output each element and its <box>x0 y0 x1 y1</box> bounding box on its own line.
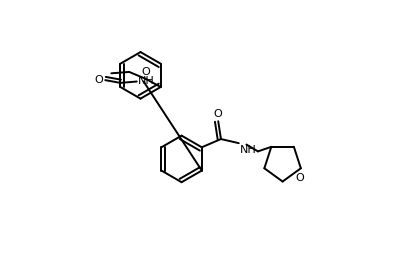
Text: O: O <box>94 75 103 85</box>
Text: NH: NH <box>138 76 155 86</box>
Text: O: O <box>214 109 222 119</box>
Text: O: O <box>141 67 150 78</box>
Text: NH: NH <box>240 145 256 155</box>
Text: O: O <box>295 173 304 183</box>
